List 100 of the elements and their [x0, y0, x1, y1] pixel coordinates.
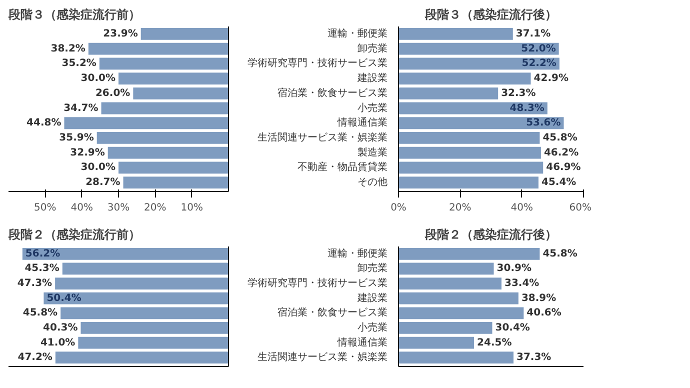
bar	[398, 278, 502, 290]
y-tick-label: 生活関連サービス業・娯楽業	[258, 351, 388, 364]
data-label: 40.3%	[43, 322, 78, 334]
data-label: 56.2%	[25, 248, 60, 260]
bar	[398, 146, 541, 159]
y-tick-label: 卸売業	[358, 262, 388, 274]
bar	[398, 28, 513, 40]
chart-title: 段階３（感染症流行前）	[8, 8, 140, 22]
y-tick-label: 建設業	[356, 72, 388, 84]
bar	[64, 117, 228, 130]
x-tick-label: 0%	[390, 202, 406, 214]
data-label: 45.8%	[22, 308, 58, 319]
bar	[398, 58, 560, 70]
bar	[398, 352, 514, 364]
data-label: 45.3%	[24, 263, 60, 274]
data-label: 30.0%	[80, 162, 116, 174]
bar	[44, 292, 228, 304]
bar	[398, 176, 538, 189]
data-label: 24.5%	[477, 337, 512, 348]
data-label: 45.4%	[541, 177, 576, 188]
data-label: 48.3%	[510, 102, 544, 114]
x-tick-label: 40%	[70, 202, 93, 214]
data-label: 32.9%	[70, 147, 105, 158]
bar	[101, 102, 228, 114]
bar	[140, 28, 228, 40]
bar	[398, 117, 564, 130]
data-label: 37.1%	[516, 28, 551, 40]
data-label: 53.6%	[526, 118, 561, 129]
bar	[398, 162, 544, 174]
data-label: 45.8%	[542, 132, 578, 144]
bar	[62, 262, 228, 275]
bar	[398, 336, 474, 349]
bar	[398, 307, 524, 320]
bar	[123, 176, 228, 189]
data-label: 47.3%	[17, 278, 52, 290]
x-tick-label: 20%	[449, 202, 472, 214]
bar	[398, 248, 540, 260]
chart-title: 段階２（感染症流行前）	[8, 228, 140, 242]
data-label: 35.9%	[59, 132, 94, 144]
data-label: 30.4%	[495, 322, 530, 334]
y-tick-label: 小売業	[358, 321, 388, 334]
bar	[22, 248, 228, 260]
data-label: 28.7%	[86, 177, 120, 188]
x-tick-label: 10%	[180, 202, 203, 214]
bar	[88, 42, 228, 55]
bar	[398, 87, 498, 100]
data-label: 32.3%	[501, 88, 536, 99]
bar	[398, 132, 540, 144]
chart-title: 段階２（感染症流行後）	[424, 228, 557, 242]
data-label: 33.4%	[504, 278, 540, 290]
y-tick-label: 不動産・物品賃貸業	[298, 161, 388, 174]
y-tick-label: 生活関連サービス業・娯楽業	[258, 131, 388, 144]
y-tick-label: 宿泊業・飲食サービス業	[278, 86, 388, 99]
bar	[108, 146, 228, 159]
data-label: 26.0%	[95, 88, 130, 99]
bar	[398, 72, 531, 84]
data-label: 52.2%	[522, 58, 556, 70]
data-label: 41.0%	[40, 337, 76, 348]
data-label: 34.7%	[64, 102, 98, 114]
y-tick-label: 学術研究専門・技術サービス業	[248, 277, 388, 290]
bar	[398, 262, 494, 275]
y-tick-label: 運輸・郵便業	[328, 247, 388, 260]
data-label: 50.4%	[46, 292, 82, 304]
bar	[118, 162, 228, 174]
x-tick-label: 30%	[107, 202, 130, 214]
data-label: 38.2%	[50, 43, 86, 54]
x-tick-label: 20%	[144, 202, 166, 214]
bar	[80, 322, 228, 334]
x-tick-label: 60%	[569, 202, 592, 214]
bar	[60, 307, 228, 320]
data-label: 30.9%	[496, 263, 532, 274]
bar	[78, 336, 228, 349]
y-tick-label: 情報通信業	[336, 336, 388, 348]
bar	[96, 132, 228, 144]
data-label: 35.2%	[62, 58, 96, 70]
data-label: 37.3%	[516, 352, 552, 364]
data-label: 46.2%	[544, 147, 579, 158]
data-label: 42.9%	[534, 73, 568, 84]
y-tick-label: 宿泊業・飲食サービス業	[278, 306, 388, 319]
y-tick-label: その他	[358, 176, 388, 188]
y-tick-label: 小売業	[358, 102, 388, 114]
x-tick-label: 40%	[510, 202, 533, 214]
bar	[99, 58, 228, 70]
bar	[55, 352, 228, 364]
data-label: 46.9%	[546, 162, 581, 174]
bar	[133, 87, 228, 100]
y-tick-label: 学術研究専門・技術サービス業	[248, 57, 388, 70]
y-tick-label: 建設業	[356, 292, 388, 304]
y-tick-label: 情報通信業	[336, 116, 388, 129]
bar	[118, 72, 228, 84]
data-label: 44.8%	[26, 118, 62, 129]
data-label: 52.0%	[521, 43, 556, 54]
data-label: 23.9%	[103, 28, 138, 40]
data-label: 40.6%	[526, 308, 562, 319]
bar	[398, 322, 492, 334]
data-label: 47.2%	[18, 352, 52, 364]
y-tick-label: 製造業	[358, 146, 388, 158]
bar	[55, 278, 228, 290]
data-label: 45.8%	[542, 248, 578, 260]
bar	[398, 292, 518, 304]
